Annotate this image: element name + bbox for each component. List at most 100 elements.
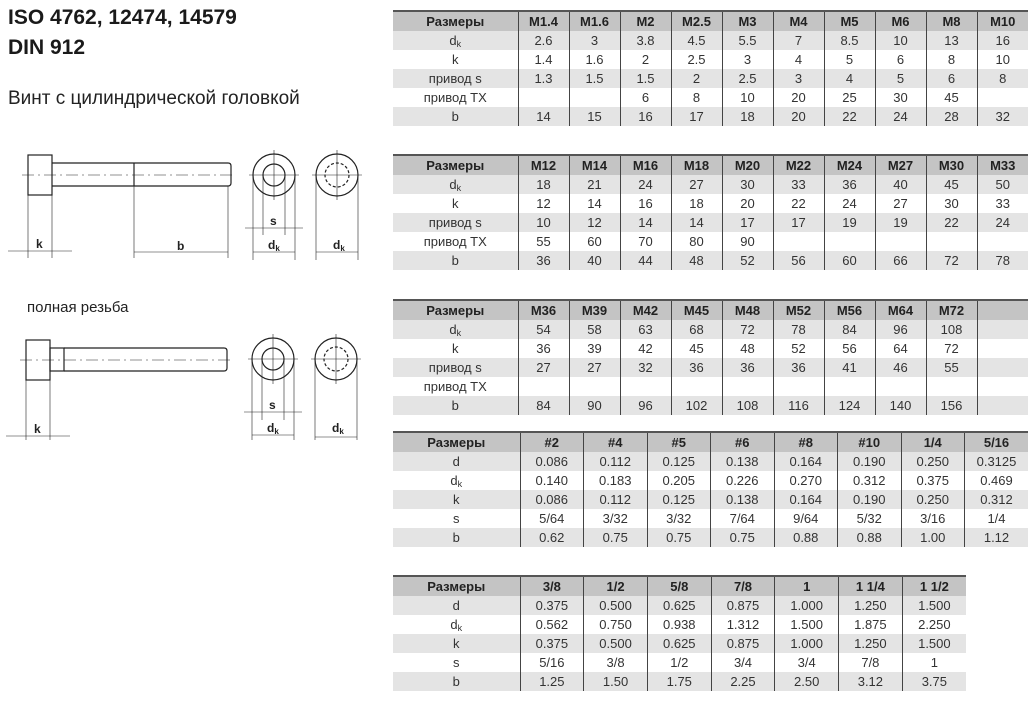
- header-size: #8: [773, 431, 838, 452]
- table-cell: 0.190: [837, 490, 901, 509]
- screw-drawings: k b s dk dk k s dk dk: [6, 150, 362, 440]
- screw-side-view-full-thread: [6, 339, 232, 440]
- header-size: M3: [721, 10, 773, 31]
- table-cell: 40: [568, 251, 620, 270]
- row-label-subscript: k: [456, 38, 462, 49]
- table-row: k 36 39 42 45 48 52 56 64 72: [393, 339, 1028, 358]
- table-cell: 0.469: [964, 471, 1028, 490]
- table-cell: 0.086: [519, 490, 584, 509]
- table-cell: 3/4: [774, 653, 839, 672]
- table-cell: 0.250: [900, 490, 965, 509]
- table-cell: [619, 377, 671, 396]
- header-size: M16: [619, 154, 671, 175]
- table-cell: 1.000: [774, 596, 839, 615]
- table-cell: 27: [517, 358, 569, 377]
- table-cell: 0.112: [583, 452, 647, 471]
- table-cell: 6: [619, 88, 671, 107]
- header-size: M20: [721, 154, 773, 175]
- table-cell: 8: [670, 88, 722, 107]
- table-header-row: Размеры M1.4 M1.6 M2 M2.5 M3 M4 M5 M6 M8 M10: [393, 10, 1028, 31]
- table-cell: 6: [925, 69, 977, 88]
- table-cell: 48: [670, 251, 722, 270]
- table-cell: 0.88: [773, 528, 838, 547]
- table-cell: 3/32: [646, 509, 711, 528]
- table-cell: 1.75: [646, 672, 712, 691]
- table-cell: 1.250: [838, 634, 903, 653]
- table-cell: 27: [568, 358, 620, 377]
- table-cell: 84: [823, 320, 875, 339]
- table-cell: [568, 377, 620, 396]
- label-dk-2: dk: [267, 421, 279, 436]
- table-row: dk 0.562 0.750 0.938 1.312 1.500 1.875 2.250: [393, 615, 966, 634]
- table-cell: 22: [772, 194, 824, 213]
- table-cell: 3.75: [901, 672, 966, 691]
- table-cell: 22: [823, 107, 875, 126]
- label-dk-torx-2: dk: [332, 421, 344, 436]
- row-label-text: d: [449, 176, 457, 192]
- table-cell: 24: [823, 194, 875, 213]
- table-cell: 0.3125: [964, 452, 1028, 471]
- row-label-text: b: [451, 109, 459, 124]
- table-cell: 0.375: [519, 634, 584, 653]
- table-cell: [517, 377, 569, 396]
- table-row: привод TX 6 8 10 20 25 30 45: [393, 88, 1028, 107]
- table-cell: 24: [874, 107, 926, 126]
- hex-socket-end-view: [245, 150, 303, 260]
- header-size: #5: [646, 431, 711, 452]
- label-dk: dk: [268, 238, 280, 253]
- row-label-text: d: [452, 454, 460, 469]
- table-cell: 9/64: [773, 509, 838, 528]
- table-cell: 4: [823, 69, 875, 88]
- table-cell: 39: [568, 339, 620, 358]
- table-cell: 45: [925, 88, 977, 107]
- table-cell: 32: [619, 358, 671, 377]
- table-cell: 0.625: [646, 634, 712, 653]
- table-cell: 0.750: [583, 615, 648, 634]
- row-label-text: d: [449, 321, 457, 337]
- table-cell: 3: [772, 69, 824, 88]
- table-cell: 1.250: [838, 596, 903, 615]
- table-cell: 10: [874, 31, 926, 50]
- table-row: dk 18 21 24 27 30 33 36 40 45 50: [393, 175, 1028, 194]
- table-cell: 66: [874, 251, 926, 270]
- table-cell: 0.562: [519, 615, 584, 634]
- dimensions-table-4: Размеры #2 #4 #5 #6 #8 #10 1/4 5/16 d 0.086 0.112 0.…: [393, 431, 1028, 547]
- table-cell: 80: [670, 232, 722, 251]
- table-cell: 36: [721, 358, 773, 377]
- row-label: b: [393, 396, 518, 415]
- row-label: k: [393, 339, 518, 358]
- table-cell: 2: [670, 69, 722, 88]
- table-cell: [823, 232, 875, 251]
- table-cell: 0.205: [646, 471, 711, 490]
- table-cell: [874, 377, 926, 396]
- table-cell: 0.125: [646, 490, 711, 509]
- row-label: dk: [393, 175, 518, 194]
- table-cell: 2.25: [710, 672, 775, 691]
- table-cell: 14: [619, 213, 671, 232]
- header-size: M39: [568, 299, 620, 320]
- row-label-subscript: k: [456, 327, 462, 338]
- label-k-2: k: [34, 422, 41, 436]
- table-cell: 1.312: [710, 615, 775, 634]
- table-cell: 28: [925, 107, 977, 126]
- table-cell: 5: [874, 69, 926, 88]
- header-size: M18: [670, 154, 722, 175]
- table-row: b 84 90 96 102 108 116 124 140 156: [393, 396, 1028, 415]
- row-label: привод s: [393, 213, 518, 232]
- table-cell: 1.000: [774, 634, 839, 653]
- row-label-text: d: [449, 32, 457, 48]
- row-label-subscript: k: [457, 478, 463, 489]
- table-cell: [568, 88, 620, 107]
- row-label-text: k: [453, 492, 460, 507]
- table-cell: 54: [517, 320, 569, 339]
- table-cell: 108: [721, 396, 773, 415]
- table-cell: 1.500: [901, 634, 966, 653]
- table-cell: 0.164: [773, 490, 838, 509]
- table-cell: 19: [823, 213, 875, 232]
- table-cell: 72: [925, 339, 977, 358]
- table-cell: 1.25: [519, 672, 584, 691]
- header-size: M1.4: [517, 10, 569, 31]
- table-cell: 45: [925, 175, 977, 194]
- dimensions-table-2: Размеры M12 M14 M16 M18 M20 M22 M24 M27 M30 M33 dk 1…: [393, 154, 1028, 270]
- table-cell: 0.875: [710, 596, 775, 615]
